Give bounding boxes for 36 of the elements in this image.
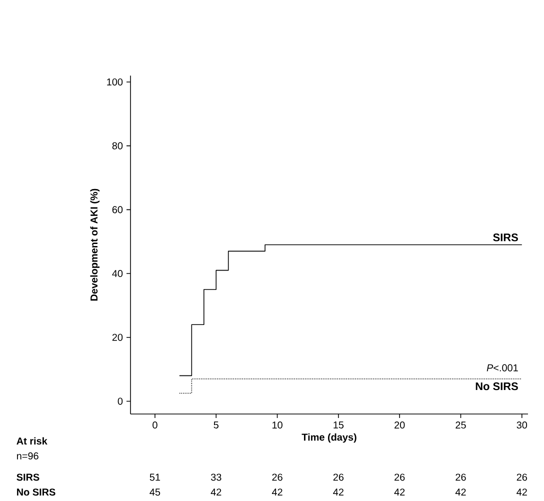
x-axis-title: Time (days) [302,433,356,443]
text: 42 [455,488,466,496]
y-tick-label: 40 [112,270,123,278]
text: 51 [150,474,160,481]
y-tick-label: 80 [112,142,123,150]
y-axis-title: Development of AKI (%) [90,188,100,301]
x-tick-label: 0 [152,422,158,429]
text: 26 [394,474,405,481]
text: SIRS [16,474,40,481]
y-tick-label: 20 [112,334,123,341]
text: 42 [272,488,282,496]
x-tick-label: 15 [334,422,344,428]
y-tick-label: 60 [112,206,123,214]
text: 26 [456,474,466,481]
text: 45 [150,488,160,496]
text: 42 [333,488,344,496]
x-tick-label: 25 [456,422,466,429]
y-tick-label: 0 [118,398,123,405]
x-tick-label: 20 [394,422,405,429]
text: 26 [333,474,344,481]
x-tick-label: 5 [214,422,218,428]
text: 33 [210,474,222,481]
text: 26 [516,474,527,481]
text: 42 [516,488,527,496]
x-tick-label: 10 [272,422,282,429]
text: n=96 [17,452,38,460]
text: 42 [210,488,222,496]
x-tick-label: 30 [516,422,528,429]
y-tick-label: 100 [107,78,123,86]
text: 42 [394,488,405,496]
series-label: No SIRS [476,382,518,390]
annotation: P<.001 [486,364,518,372]
text: No SIRS [17,488,56,496]
text: At risk [16,437,48,445]
series-label: SIRS [493,234,518,242]
text: 26 [272,474,282,481]
